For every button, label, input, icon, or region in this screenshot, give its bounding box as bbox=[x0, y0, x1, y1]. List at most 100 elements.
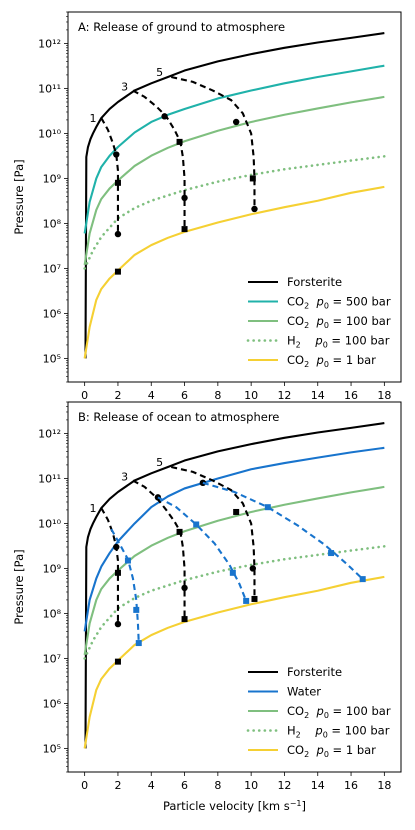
release-marker bbox=[249, 565, 257, 572]
y-tick-label: 10¹¹ bbox=[38, 82, 61, 95]
release-marker bbox=[114, 658, 121, 665]
plot-area bbox=[83, 32, 386, 359]
legend-label: CO2 p0 = 1 bar bbox=[287, 743, 376, 759]
release-path-3 bbox=[170, 75, 256, 209]
chart-panel-2: 0 2 4 6 8 10 12 14 16 18 10⁵ 10⁶ 10⁷ 10⁸ 10⁹ 10¹⁰ 10¹¹ 10… bbox=[12, 401, 402, 814]
series-line-3 bbox=[83, 95, 385, 266]
release-marker bbox=[181, 194, 188, 202]
release-marker bbox=[133, 606, 140, 613]
y-tick-label: 10⁸ bbox=[43, 217, 62, 230]
x-tick-label: 2 bbox=[114, 779, 121, 792]
release-marker bbox=[114, 569, 121, 576]
release-marker bbox=[113, 543, 120, 551]
legend-label: Forsterite bbox=[287, 275, 342, 289]
release-marker bbox=[229, 569, 236, 576]
x-tick-label: 14 bbox=[311, 779, 325, 792]
y-axis-label: Pressure [Pa] bbox=[12, 549, 26, 624]
x-tick-label: 16 bbox=[344, 389, 358, 402]
x-tick-label: 18 bbox=[377, 389, 391, 402]
y-tick-label: 10⁵ bbox=[43, 742, 61, 755]
x-axis-label: Particle velocity [km s−1] bbox=[163, 799, 306, 814]
chart-panel-1: 0 2 4 6 8 10 12 14 16 18 10⁵ 10⁶ 10⁷ 10⁸ 10⁹ 10¹⁰ 10¹¹ 10… bbox=[12, 11, 402, 402]
release-path-2 bbox=[132, 479, 186, 620]
x-tick-label: 2 bbox=[114, 389, 121, 402]
release-path-2 bbox=[132, 89, 186, 230]
release-marker bbox=[124, 557, 131, 564]
panel-title: B: Release of ocean to atmosphere bbox=[78, 410, 279, 424]
x-tick-label: 4 bbox=[148, 389, 155, 402]
series-line-4 bbox=[83, 545, 386, 660]
release-marker bbox=[233, 508, 240, 515]
x-tick-label: 16 bbox=[344, 779, 358, 792]
release-marker bbox=[113, 151, 120, 158]
release-marker bbox=[114, 620, 122, 628]
release-marker bbox=[114, 179, 121, 186]
panel-title: A: Release of ground to atmosphere bbox=[78, 20, 285, 34]
release-path-4 bbox=[110, 528, 140, 644]
x-tick-label: 14 bbox=[311, 389, 325, 402]
release-marker bbox=[232, 118, 240, 126]
x-tick-label: 12 bbox=[277, 779, 291, 792]
series-line-2 bbox=[83, 446, 385, 632]
x-tick-label: 4 bbox=[148, 779, 155, 792]
legend-label: CO2 p0 = 1 bar bbox=[287, 353, 376, 369]
y-tick-label: 10⁷ bbox=[43, 652, 61, 665]
axes-frame bbox=[67, 11, 402, 383]
release-path-3 bbox=[170, 465, 256, 599]
release-marker bbox=[251, 595, 258, 602]
path-label: 3 bbox=[121, 471, 128, 484]
legend-label: Forsterite bbox=[287, 665, 342, 679]
release-path-1 bbox=[100, 117, 119, 235]
release-marker bbox=[176, 528, 183, 535]
y-tick-label: 10⁹ bbox=[43, 562, 61, 575]
legend-label: Water bbox=[287, 685, 321, 699]
release-marker bbox=[243, 597, 250, 604]
x-tick-label: 8 bbox=[214, 779, 221, 792]
release-marker bbox=[264, 504, 271, 511]
release-marker bbox=[249, 175, 256, 182]
release-marker bbox=[359, 576, 366, 583]
release-marker bbox=[251, 205, 258, 213]
y-tick-label: 10⁸ bbox=[43, 607, 62, 620]
y-tick-label: 10¹⁰ bbox=[38, 127, 61, 140]
path-label: 5 bbox=[156, 456, 163, 469]
path-label: 1 bbox=[89, 112, 96, 125]
series-line-4 bbox=[83, 155, 386, 270]
release-marker bbox=[181, 616, 188, 623]
x-tick-label: 6 bbox=[181, 779, 188, 792]
legend-label: CO2 p0 = 500 bar bbox=[287, 295, 391, 311]
legend-label: CO2 p0 = 100 bar bbox=[287, 704, 391, 720]
release-marker bbox=[114, 230, 122, 238]
x-tick-label: 18 bbox=[377, 779, 391, 792]
x-tick-label: 0 bbox=[81, 389, 88, 402]
y-tick-label: 10¹² bbox=[38, 427, 61, 440]
y-axis-label: Pressure [Pa] bbox=[12, 159, 26, 234]
release-marker bbox=[161, 113, 168, 120]
axes-frame bbox=[67, 401, 402, 773]
series-line-3 bbox=[83, 485, 385, 656]
release-path-5 bbox=[157, 496, 248, 602]
release-marker bbox=[114, 268, 121, 275]
y-tick-label: 10⁷ bbox=[43, 262, 61, 275]
x-tick-label: 10 bbox=[244, 779, 258, 792]
y-tick-label: 10⁹ bbox=[43, 172, 61, 185]
plot-area bbox=[83, 422, 386, 749]
y-tick-label: 10¹¹ bbox=[38, 472, 61, 485]
series-line-2 bbox=[83, 64, 385, 234]
legend-label: H2 p0 = 100 bar bbox=[287, 724, 390, 740]
x-tick-label: 12 bbox=[277, 389, 291, 402]
legend-label: CO2 p0 = 100 bar bbox=[287, 314, 391, 330]
release-path-6 bbox=[202, 481, 364, 580]
y-tick-label: 10⁶ bbox=[43, 697, 62, 710]
path-label: 5 bbox=[156, 66, 163, 79]
x-tick-label: 6 bbox=[181, 389, 188, 402]
x-tick-label: 0 bbox=[81, 779, 88, 792]
x-tick-label: 8 bbox=[214, 389, 221, 402]
release-path-1 bbox=[100, 507, 119, 625]
y-tick-label: 10¹² bbox=[38, 37, 61, 50]
x-tick-label: 10 bbox=[244, 389, 258, 402]
series-line-5 bbox=[83, 185, 385, 359]
release-marker bbox=[181, 584, 188, 592]
y-tick-label: 10⁵ bbox=[43, 352, 61, 365]
